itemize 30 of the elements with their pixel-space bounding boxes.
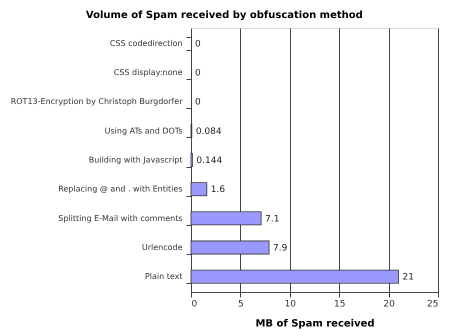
bar	[190, 182, 208, 196]
chart-title: Volume of Spam received by obfuscation method	[86, 10, 363, 21]
bar	[190, 240, 270, 254]
y-tick-label: Building with Javascript	[88, 156, 182, 164]
x-tick-label: 25	[427, 300, 438, 310]
data-label: 0	[195, 68, 201, 78]
data-label: 1.6	[210, 185, 226, 196]
data-label: 0	[195, 39, 201, 50]
y-tick-label: Splitting E-Mail with comments	[58, 214, 182, 223]
x-tick-label: 10	[284, 300, 296, 310]
x-tick-label: 0	[192, 300, 198, 310]
data-label: 0	[195, 98, 201, 108]
y-tick-label: Plain text	[144, 272, 182, 282]
data-label: 0.084	[196, 126, 222, 137]
x-tick-label: 20	[383, 300, 396, 310]
y-tick-label: CSS display:none	[114, 68, 183, 77]
y-tick-label: Replacing @ and . with Entities	[58, 184, 182, 194]
bar	[190, 270, 399, 284]
y-tick-label: Urlencode	[142, 243, 183, 252]
x-tick-label: 5	[238, 300, 244, 310]
y-tick-label: Using ATs and DOTs	[104, 126, 182, 136]
data-label: 21	[402, 272, 414, 283]
x-axis-title: MB of Spam received	[255, 318, 375, 330]
data-label: 7.1	[265, 214, 280, 224]
y-tick-label: CSS codedirection	[110, 38, 182, 48]
bar	[190, 211, 262, 226]
x-tick-label: 15	[334, 300, 346, 310]
y-tick-label: ROT13-Encryption by Christoph Burgdorfer	[10, 97, 184, 106]
data-label: 7.9	[273, 244, 288, 254]
data-label: 0.144	[196, 156, 222, 166]
